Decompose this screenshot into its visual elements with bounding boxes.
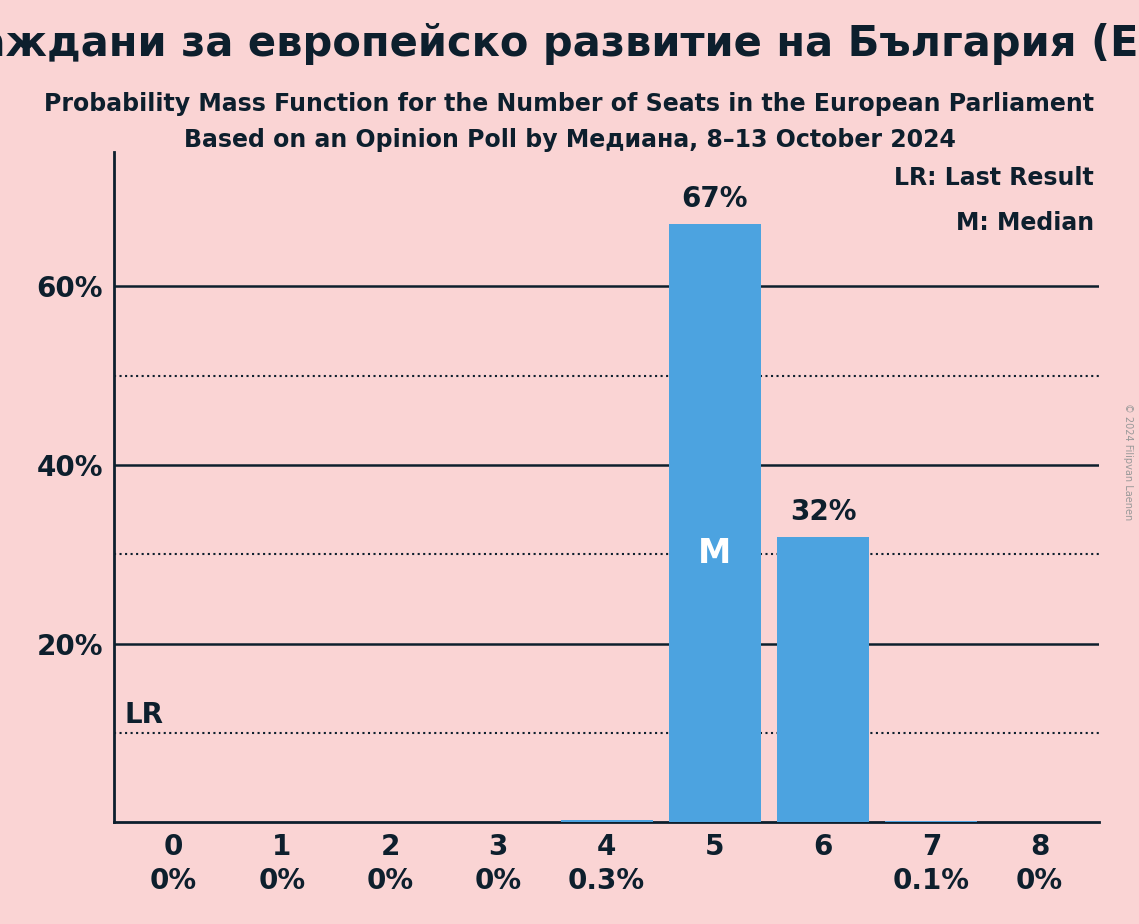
Text: LR: LR: [125, 700, 164, 728]
Bar: [560, 820, 653, 822]
Text: 0.3%: 0.3%: [568, 867, 645, 895]
Text: M: M: [698, 537, 731, 569]
Text: 0%: 0%: [150, 867, 197, 895]
Text: Probability Mass Function for the Number of Seats in the European Parliament: Probability Mass Function for the Number…: [44, 92, 1095, 116]
Bar: [777, 537, 869, 822]
Text: 32%: 32%: [789, 498, 857, 526]
Text: 67%: 67%: [681, 185, 748, 213]
Text: 0.1%: 0.1%: [893, 867, 969, 895]
Text: 0%: 0%: [1016, 867, 1063, 895]
Text: 0%: 0%: [259, 867, 305, 895]
Text: 0%: 0%: [475, 867, 522, 895]
Text: M: Median: M: Median: [956, 211, 1093, 235]
Text: 0%: 0%: [367, 867, 413, 895]
Text: Граждани за европейско развитие на България (ЕРР): Граждани за европейско развитие на Бълга…: [0, 23, 1139, 65]
Text: © 2024 Filipvan Laenen: © 2024 Filipvan Laenen: [1123, 404, 1133, 520]
Text: LR: Last Result: LR: Last Result: [894, 166, 1093, 189]
Bar: [669, 224, 761, 822]
Text: Based on an Opinion Poll by Медиана, 8–13 October 2024: Based on an Opinion Poll by Медиана, 8–1…: [183, 128, 956, 152]
